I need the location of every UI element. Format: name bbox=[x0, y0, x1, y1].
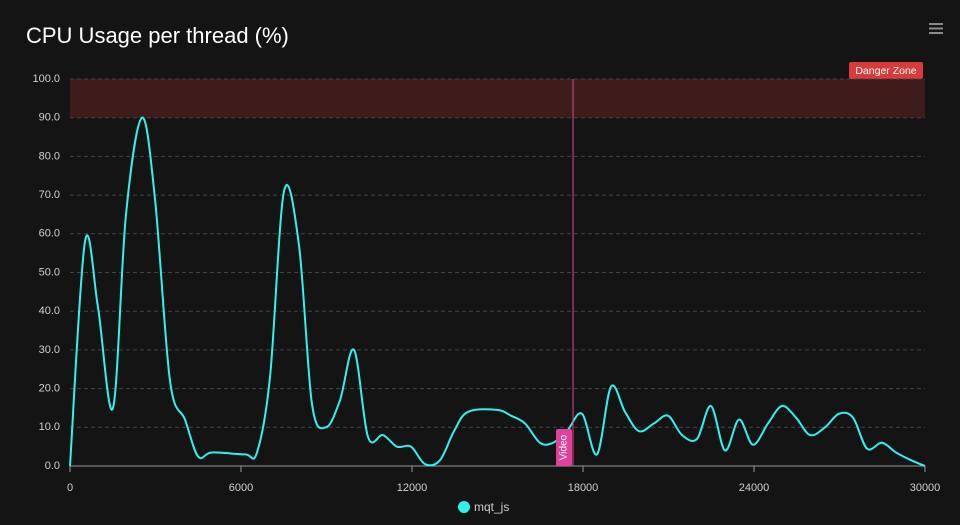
x-tick-label: 0 bbox=[67, 482, 73, 494]
video-label: Video bbox=[559, 434, 570, 460]
menu-icon[interactable] bbox=[929, 23, 943, 34]
band-label-bg bbox=[849, 62, 923, 79]
y-tick-label: 90.0 bbox=[39, 112, 60, 124]
chart-title: CPU Usage per thread (%) bbox=[26, 23, 289, 48]
danger-band bbox=[70, 79, 925, 118]
x-tick-label: 24000 bbox=[739, 482, 770, 494]
legend-label: mqt_js bbox=[474, 500, 509, 514]
y-tick-label: 40.0 bbox=[39, 305, 60, 317]
y-tick-label: 60.0 bbox=[39, 228, 60, 240]
video-label-bg bbox=[556, 429, 573, 466]
x-tick-label: 12000 bbox=[397, 482, 428, 494]
y-tick-label: 80.0 bbox=[39, 150, 60, 162]
y-tick-label: 20.0 bbox=[39, 383, 60, 395]
x-tick-label: 30000 bbox=[910, 482, 941, 494]
legend-marker bbox=[458, 501, 470, 513]
y-tick-label: 100.0 bbox=[32, 73, 60, 85]
band-label: Danger Zone bbox=[855, 65, 916, 77]
y-tick-label: 70.0 bbox=[39, 189, 60, 201]
y-tick-label: 30.0 bbox=[39, 344, 60, 356]
x-tick-label: 6000 bbox=[229, 482, 253, 494]
series-line bbox=[69, 116, 926, 467]
y-tick-label: 0.0 bbox=[45, 460, 60, 472]
y-tick-label: 50.0 bbox=[39, 266, 60, 278]
x-tick-label: 18000 bbox=[568, 482, 599, 494]
y-tick-label: 10.0 bbox=[39, 421, 60, 433]
